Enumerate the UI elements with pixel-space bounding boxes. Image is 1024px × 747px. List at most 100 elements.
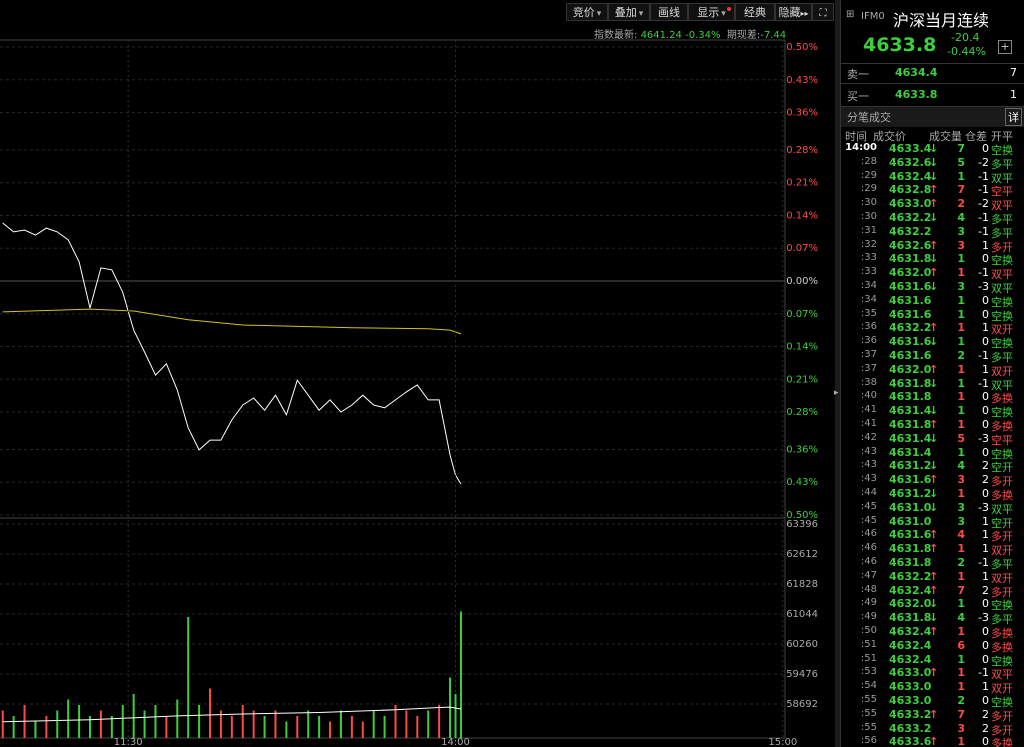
trade-time: :31 [860,224,877,236]
trade-price: 4631.2 [889,487,932,500]
volume-bar [318,716,321,738]
trade-price: 4633.6 [889,735,932,747]
volume-bar [350,716,353,738]
trade-time: :34 [860,293,877,305]
trade-volume: 2 [957,556,965,569]
fullscreen-button[interactable]: ⛶ [812,3,834,21]
trade-time: :46 [860,528,877,540]
volume-bar [99,710,102,738]
trade-oi-change: 0 [982,390,989,404]
trade-time: :34 [860,280,877,291]
trade-price: 4632.2 [889,569,932,583]
trade-price: 4633.4 [889,142,932,155]
trade-oi-change: 0 [982,638,989,652]
trade-type: 空平 [991,433,1013,447]
trade-time: :49 [860,597,877,609]
volume-bar [132,694,135,738]
trade-time: :55 [860,707,877,719]
trade-time: :29 [860,169,877,181]
trade-oi-change: 0 [982,293,989,307]
trade-type: 多平 [991,213,1013,226]
trade-price: 4631.8 [889,418,932,431]
trade-price: 4631.4 [889,445,932,459]
trade-price: 4631.0 [889,514,932,528]
trade-price: 4633.0 [889,197,932,211]
trade-price: 4632.4 [889,169,932,183]
trade-time: :43 [860,445,877,457]
trade-price: 4633.0 [889,680,932,694]
column-header: 仓差 [965,130,987,143]
trade-type: 多换 [991,640,1013,654]
trade-volume: 1 [957,266,965,280]
trade-volume: 7 [957,707,965,721]
trade-time: :56 [860,735,877,747]
trade-price: 4632.4 [889,638,932,652]
trade-arrow: ↓ [929,597,939,611]
trade-oi-change: -1 [978,183,989,197]
y-tick-label: 0.28% [786,145,818,156]
trade-arrow: ↑ [929,321,939,335]
trade-time: :32 [860,238,877,250]
button[interactable]: 显示 [688,3,735,21]
volume-bar [394,705,397,738]
trade-type: 空平 [991,185,1013,199]
trade-type: 空换 [991,696,1013,709]
button[interactable]: 隐藏▸▸ [775,3,812,21]
trade-arrow: ↓ [929,211,939,224]
trade-type: 双开 [991,364,1013,378]
trade-arrow: ↑ [929,528,939,542]
trade-time: :51 [860,638,877,650]
splitter[interactable]: ▸ [834,0,840,747]
trade-time: :30 [860,211,877,222]
trade-type: 空换 [991,337,1013,351]
button[interactable]: 经典 [735,3,775,21]
button-label: 竞价 [572,6,595,19]
value: -0.34% [685,30,721,41]
volume-bar [198,705,201,738]
trade-time: :37 [860,349,877,360]
trade-volume: 3 [957,721,965,735]
trade-volume: 2 [957,349,965,362]
volume-bar [45,716,48,738]
trade-type: 双平 [991,282,1013,295]
trade-time: :36 [860,335,877,347]
volume-bar [165,716,168,738]
trade-arrow: ↓ [929,500,939,514]
volume-bar [78,705,81,738]
trade-type: 双开 [991,323,1013,337]
y-tick-label: 59476 [786,669,818,680]
trade-type: 多平 [991,558,1013,571]
trade-oi-change: -1 [978,376,989,390]
trade-arrow: ↑ [929,183,939,197]
trade-type: 双平 [991,502,1013,516]
trade-oi-change: -3 [978,280,989,293]
label: 指数最新: [594,30,638,41]
trade-oi-change: 2 [982,721,989,735]
button[interactable]: 画线 [650,3,688,21]
button[interactable]: 叠加 [608,3,650,21]
ask-price: 4634.4 [895,66,938,79]
trade-price: 4632.4 [889,625,932,638]
trade-oi-change: -1 [978,266,989,280]
add-button[interactable]: + [998,40,1012,54]
trade-price: 4632.2 [889,211,932,224]
trade-oi-change: -1 [978,349,989,362]
trade-price: 4631.2 [889,459,932,473]
trade-price: 4631.8 [889,542,932,556]
volume-bar [241,705,244,738]
trade-volume: 4 [957,459,965,473]
button[interactable]: 竞价 [566,3,608,21]
trade-volume: 1 [957,293,965,307]
detail-button[interactable]: 详 [1005,108,1022,126]
y-tick-label: 0.14% [786,342,818,353]
trade-oi-change: 0 [982,652,989,666]
trade-arrow: ↓ [929,376,939,390]
trade-oi-change: 0 [982,445,989,459]
price-line [2,222,462,485]
trade-type: 空开 [991,461,1013,475]
trade-arrow: ↑ [929,238,939,252]
volume-bar [459,611,462,738]
trade-type: 空换 [991,295,1013,309]
trade-price: 4632.2 [889,224,932,238]
x-tick-label: 11:30 [114,737,143,747]
